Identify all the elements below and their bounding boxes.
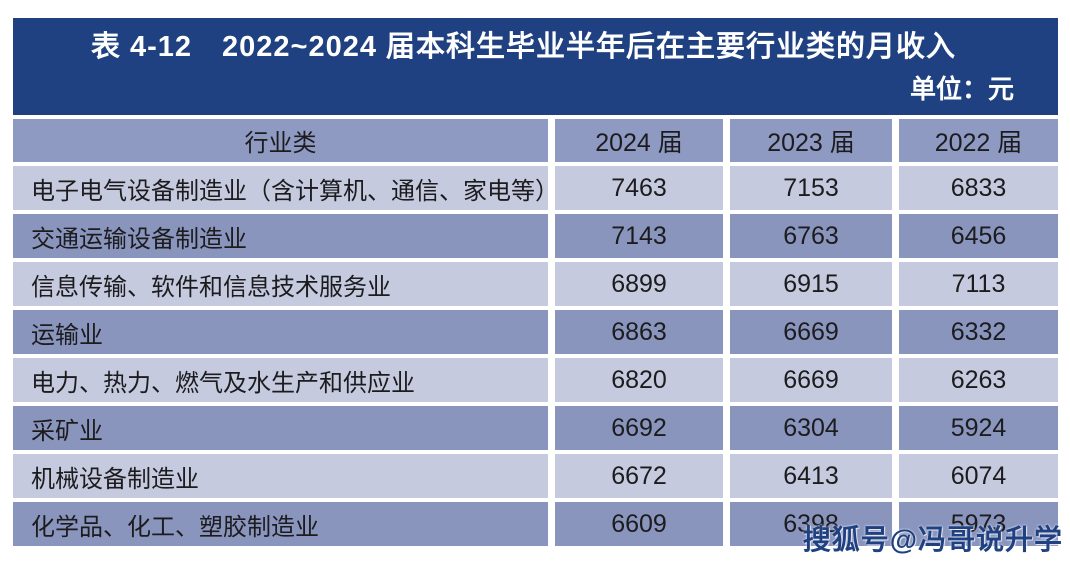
industry-cell: 电子电气设备制造业（含计算机、通信、家电等） [13,166,548,210]
value-2023-cell: 6763 [730,214,892,258]
value-2024-cell: 6899 [555,262,723,306]
industry-cell: 机械设备制造业 [13,454,548,498]
industry-cell: 交通运输设备制造业 [13,214,548,258]
value-2022-cell: 7113 [899,262,1058,306]
value-2023-cell: 6669 [730,358,892,402]
value-2023-cell: 6304 [730,406,892,450]
value-2024-cell: 6863 [555,310,723,354]
table-title: 表 4-12 2022~2024 届本科生毕业半年后在主要行业类的月收入 [90,31,957,63]
industry-cell: 信息传输、软件和信息技术服务业 [13,262,548,306]
income-table: 行业类 2024 届 2023 届 2022 届 电子电气设备制造业（含计算机、… [13,119,1058,546]
table-title-band: 表 4-12 2022~2024 届本科生毕业半年后在主要行业类的月收入 单位：… [13,18,1058,115]
industry-cell: 电力、热力、燃气及水生产和供应业 [13,358,548,402]
value-2022-cell: 5973 [899,502,1058,546]
watermark: 搜狐号@冯哥说升学 [802,524,1063,555]
industry-cell: 运输业 [13,310,548,354]
value-2023-cell: 6915 [730,262,892,306]
value-2022-cell: 6332 [899,310,1058,354]
industry-cell: 采矿业 [13,406,548,450]
column-header-industry: 行业类 [13,119,548,162]
value-2023-cell: 7153 [730,166,892,210]
value-2024-cell: 7143 [555,214,723,258]
column-header-2022: 2022 届 [899,119,1058,162]
value-2023-cell: 6413 [730,454,892,498]
value-2023-cell: 6398 [730,502,892,546]
value-2022-cell: 5924 [899,406,1058,450]
column-header-2023: 2023 届 [730,119,892,162]
value-2024-cell: 6609 [555,502,723,546]
column-header-2024: 2024 届 [555,119,723,162]
value-2022-cell: 6074 [899,454,1058,498]
value-2024-cell: 6692 [555,406,723,450]
industry-cell: 化学品、化工、塑胶制造业 [13,502,548,546]
value-2024-cell: 6672 [555,454,723,498]
value-2024-cell: 7463 [555,166,723,210]
value-2023-cell: 6669 [730,310,892,354]
value-2022-cell: 6833 [899,166,1058,210]
value-2024-cell: 6820 [555,358,723,402]
value-2022-cell: 6263 [899,358,1058,402]
value-2022-cell: 6456 [899,214,1058,258]
unit-label: 单位：元 [909,74,1014,104]
